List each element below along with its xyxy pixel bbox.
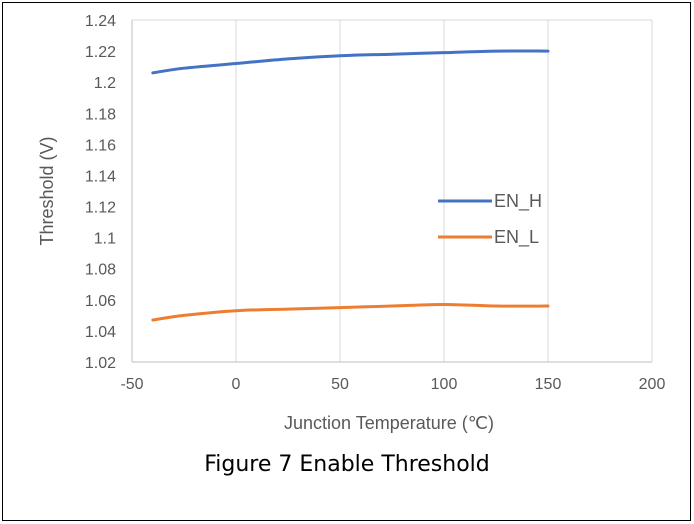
legend-label: EN_L: [494, 227, 539, 248]
x-tick-label: 200: [639, 376, 666, 393]
y-tick-label: 1.16: [85, 137, 116, 154]
legend-label: EN_H: [494, 191, 542, 212]
y-axis-title: Threshold (V): [37, 136, 57, 245]
y-tick-label: 1.2: [94, 75, 116, 92]
y-tick-label: 1.12: [85, 200, 116, 217]
series-lines: [151, 49, 550, 322]
x-tick-label: 50: [331, 376, 349, 393]
axes: [131, 19, 653, 363]
y-tick-label: 1.22: [85, 44, 116, 61]
series-line-en-l: [151, 302, 550, 322]
legend: EN_H EN_L: [438, 191, 542, 248]
gridlines: [131, 20, 653, 362]
y-tick-label: 1.06: [85, 293, 116, 310]
figure-caption: Figure 7 Enable Threshold: [204, 452, 490, 477]
y-tick-label: 1.14: [85, 168, 116, 185]
y-tick-label: 1.18: [85, 106, 116, 123]
x-tick-label: 0: [232, 376, 241, 393]
y-tick-label: 1.04: [85, 324, 116, 341]
x-tick-label: 150: [535, 376, 562, 393]
series-line-en-h: [151, 49, 550, 75]
y-tick-label: 1.02: [85, 355, 116, 372]
y-tick-label: 1.08: [85, 262, 116, 279]
y-tick-label: 1.24: [85, 13, 116, 30]
tick-labels: -50 0 50 100 150 200 1.02 1.04 1.06 1.08 1.1 1.12 1.…: [85, 13, 666, 393]
x-tick-label: -50: [120, 376, 143, 393]
line-chart: -50 0 50 100 150 200 1.02 1.04 1.06 1.08 1.1 1.12 1.…: [37, 13, 666, 433]
x-tick-label: 100: [431, 376, 458, 393]
y-tick-label: 1.1: [94, 231, 116, 248]
x-axis-title: Junction Temperature (℃): [284, 413, 494, 433]
